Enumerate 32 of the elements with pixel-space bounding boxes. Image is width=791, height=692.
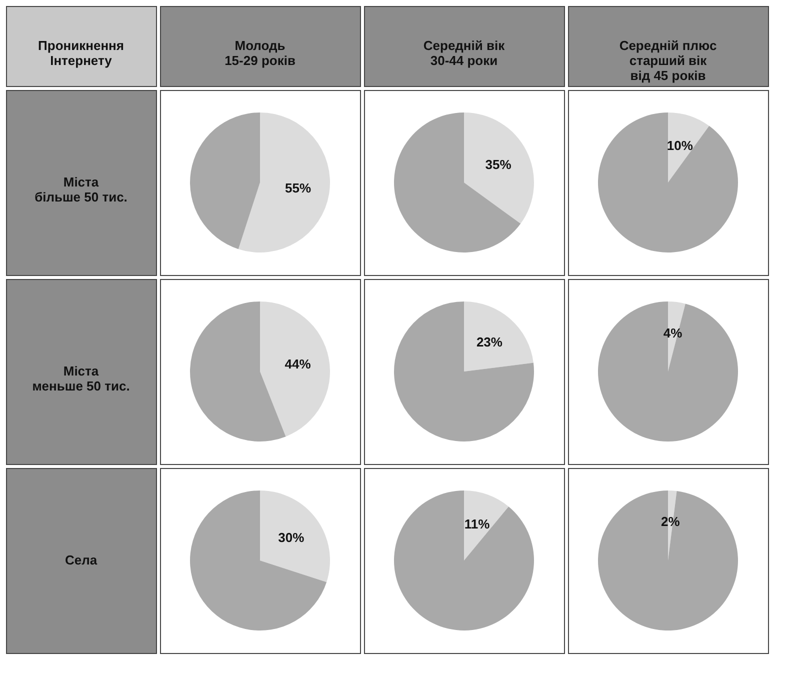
text: Міста меньше 50 тис. — [32, 364, 130, 394]
pie-slice — [260, 490, 330, 582]
text: Міста більше 50 тис. — [34, 174, 128, 204]
data-label: 4% — [663, 325, 683, 340]
pie-slice — [190, 302, 286, 442]
text: Села — [64, 552, 98, 568]
pie-slice — [394, 112, 521, 252]
pie-slice — [238, 112, 330, 252]
pie-slice — [464, 302, 534, 372]
data-label: 35% — [485, 157, 512, 172]
text: Проникнення Інтернету — [38, 38, 124, 68]
data-label: 2% — [661, 514, 680, 530]
pie-slice — [668, 112, 710, 182]
pie-slice — [598, 302, 738, 442]
pie-slice — [598, 112, 738, 252]
pie-slice — [598, 490, 738, 630]
pie-slice — [190, 112, 260, 250]
pie-slice — [260, 302, 330, 437]
pie-slice — [394, 302, 534, 442]
data-label: 44% — [284, 356, 312, 372]
pie-slice — [464, 490, 509, 560]
data-label: 11% — [464, 516, 490, 532]
data-label: 30% — [278, 530, 305, 545]
pie-slice — [394, 490, 534, 630]
data-label: 23% — [476, 334, 503, 350]
text: Середній плюс старший вік від 45 років — [619, 38, 717, 83]
text: Молодь 15-29 років — [224, 38, 296, 68]
data-label: 55% — [285, 180, 312, 196]
pie-slice — [190, 490, 327, 630]
data-label: 10% — [666, 138, 694, 153]
text: Середній вік 30-44 роки — [423, 38, 506, 68]
pie-slice — [464, 112, 534, 224]
